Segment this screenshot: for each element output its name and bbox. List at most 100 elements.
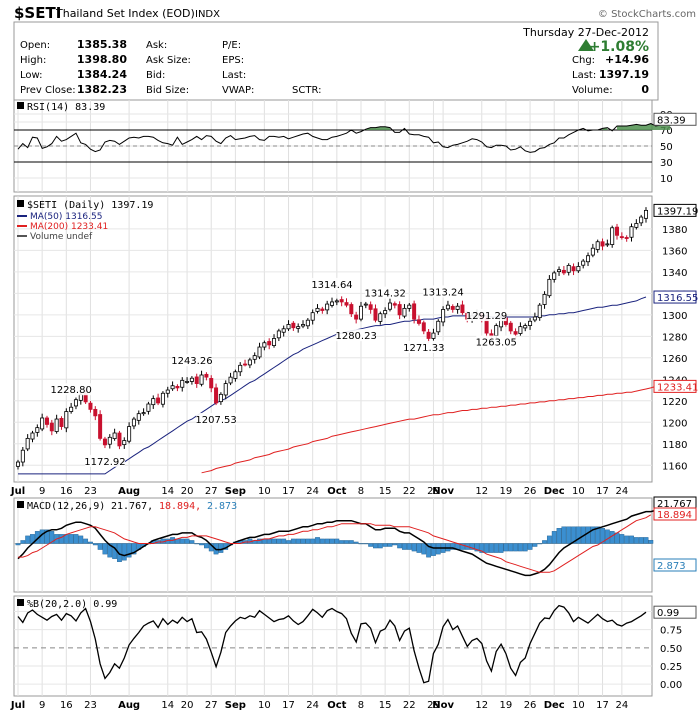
candle-body [557,269,562,273]
x-tick-label: Jul [10,486,25,497]
candle-body [180,379,185,388]
rsi-tick: 10 [660,174,673,185]
price-annotation: 1313.24 [422,287,463,298]
quote-label: Last: [572,70,596,81]
candle-body [35,427,40,433]
candle-body [634,223,639,228]
macd-histogram-bar [503,543,509,552]
quote-label: VWAP: [222,85,254,96]
quote-label: P/E: [222,40,241,51]
candle-body [151,398,156,406]
candle-body [301,324,306,327]
macd-histogram-bar [199,543,204,546]
candle-body [223,383,228,396]
macd-histogram-bar [532,543,538,547]
macd-histogram-bar [20,540,26,544]
price-annotation: 1243.26 [171,356,212,367]
candle-body [15,461,20,467]
price-annotation: 1271.33 [403,343,444,354]
candle-body [127,426,132,442]
change-percent: +1.08% [589,39,649,55]
x-tick-label: 17 [596,700,609,711]
candle-body [117,432,122,447]
header: $SETI Thailand Set Index (EOD) INDX © St… [14,4,696,22]
macd-histogram-bar [402,543,407,550]
price-tick: 1160 [662,461,687,472]
candle-body [441,309,446,323]
pctb-icon [17,599,24,606]
quote-box-frame [13,21,659,101]
macd-histogram-bar [358,543,364,545]
candle-body [228,376,233,384]
macd-histogram-bar [344,540,349,544]
macd-histogram-bar [179,538,185,544]
quote-label: Chg: [572,55,595,66]
pctb-tick: 0.25 [660,662,682,673]
candle-body [170,385,175,390]
macd-histogram-bar [575,526,581,544]
price-annotation-bg [423,285,464,298]
x-tick-label: 24 [615,486,628,497]
macd-histogram-bar [126,543,132,558]
candle-body [209,378,214,389]
pctb-tick: 0.50 [660,644,682,655]
rsi-title: RSI(14) 83.39 [27,102,105,113]
candle-body [156,397,161,404]
candle-body [64,411,69,429]
macd-histogram-bar [271,538,277,544]
candle-body [334,300,339,303]
candle-body [165,389,170,394]
ma50-last-label: 1316.55 [657,293,698,304]
macd-histogram-bar [83,538,89,544]
macd-histogram-bar [542,540,547,544]
candle-body [552,272,557,280]
macd-histogram-bar [508,543,514,552]
rsi-tick: 70 [660,126,673,137]
quote-label: Open: [20,40,50,51]
price-annotation-bg [476,335,517,348]
candle-body [508,322,513,332]
candle-body [146,403,151,412]
candle-body [590,247,595,256]
macd-histogram-bar [638,537,644,544]
macd-title-value: 2.873 [207,501,237,512]
candle-body [344,302,349,306]
price-tick: 1360 [662,246,687,257]
x-tick-label: Oct [327,486,346,497]
candle-body [44,417,49,425]
x-tick-label: 16 [60,700,73,711]
macd-histogram-bar [286,540,291,544]
price-annotation-bg [171,354,212,367]
x-tick-label: Aug [118,486,140,497]
macd-macd-line [17,509,656,577]
macd-histogram-bar [329,538,335,544]
price-tick: 1340 [662,268,687,279]
date-axis: Jul Jul 9 9 16 16 23 23 Aug Aug 14 14 20 20 27 27 Sep Sep… [10,486,628,711]
macd-histogram-bar [561,526,567,544]
candle-body [136,413,141,421]
candle-body [537,304,542,319]
candle-body [98,414,103,439]
macd-histogram-bar [426,543,432,558]
macd-histogram-bar [73,534,79,544]
macd-histogram-bar [474,543,480,552]
macd-signal-line [18,514,652,573]
x-tick-label: 26 [524,486,537,497]
candle-body [576,266,581,272]
price-annotation-bg [365,286,406,299]
candle-body [320,308,325,311]
candle-body [581,260,586,266]
price-annotation: 1314.32 [364,289,405,300]
quote-box: Thursday 27-Dec-2012 +1.08% [13,21,659,101]
x-tick-label: Sep [225,486,246,497]
candle-body [329,301,334,306]
candle-body [523,325,528,329]
candle-body [644,209,649,219]
macd-histogram-bar [604,529,610,544]
pctb-last-label-box [653,605,697,619]
candle-body [354,314,359,320]
candle-body [445,304,450,310]
quote-date: Thursday 27-Dec-2012 [522,26,649,39]
macd-histogram-bar [431,543,436,556]
candle-body [267,341,272,346]
